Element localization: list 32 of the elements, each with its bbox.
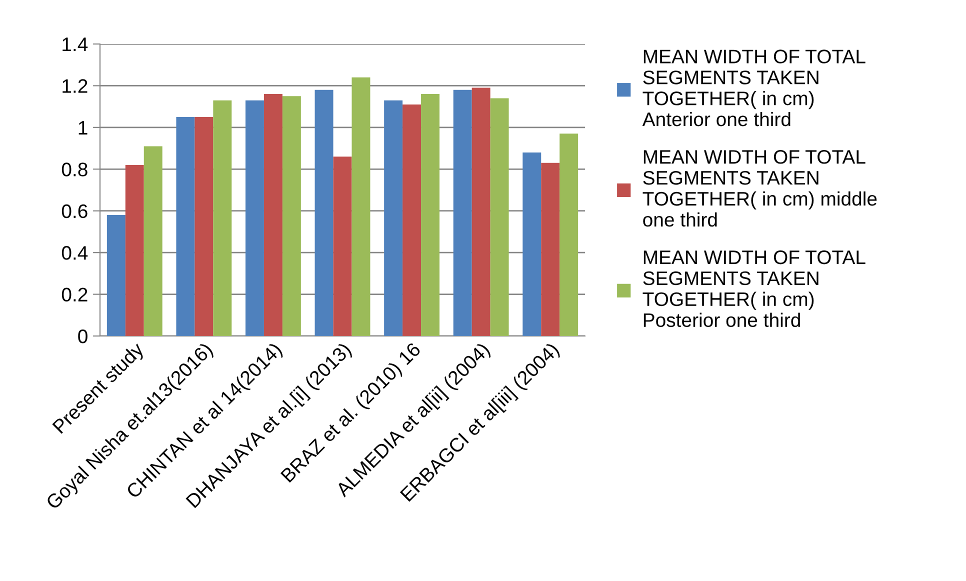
bar <box>333 156 352 336</box>
bar <box>522 152 542 336</box>
bar <box>106 215 126 336</box>
bar <box>282 96 301 336</box>
y-tick-label: 0.6 <box>62 204 88 218</box>
bar <box>384 100 403 336</box>
legend-label: MEAN WIDTH OF TOTAL SEGMENTS TAKEN TOGETHER( in cm) Posterior one third <box>642 250 866 328</box>
bar <box>213 100 232 336</box>
y-tick-label: 1.2 <box>62 79 88 93</box>
bar <box>194 117 214 336</box>
bar <box>472 88 490 336</box>
bar <box>264 94 282 336</box>
bar <box>560 134 578 336</box>
bar <box>421 94 440 336</box>
bar <box>541 162 560 336</box>
y-tick-label: 0.8 <box>62 162 88 176</box>
bar <box>125 164 144 336</box>
y-tick-label: 0 <box>78 329 88 344</box>
y-tick-label: 0.4 <box>62 246 88 260</box>
y-tick-label: 1.4 <box>62 38 88 52</box>
bar <box>352 77 370 336</box>
bar <box>490 98 509 336</box>
bar <box>453 90 472 336</box>
bar <box>246 100 264 336</box>
bar <box>176 117 195 336</box>
legend-label: MEAN WIDTH OF TOTAL SEGMENTS TAKEN TOGETHER( in cm) Anterior one third <box>642 50 866 126</box>
y-tick-label: 1 <box>78 121 88 134</box>
bar <box>402 104 422 336</box>
legend-label: MEAN WIDTH OF TOTAL SEGMENTS TAKEN TOGETHER( in cm) middle one third <box>642 150 877 227</box>
y-tick-label: 0.2 <box>62 288 88 302</box>
bar <box>314 90 334 336</box>
bar <box>144 146 162 336</box>
